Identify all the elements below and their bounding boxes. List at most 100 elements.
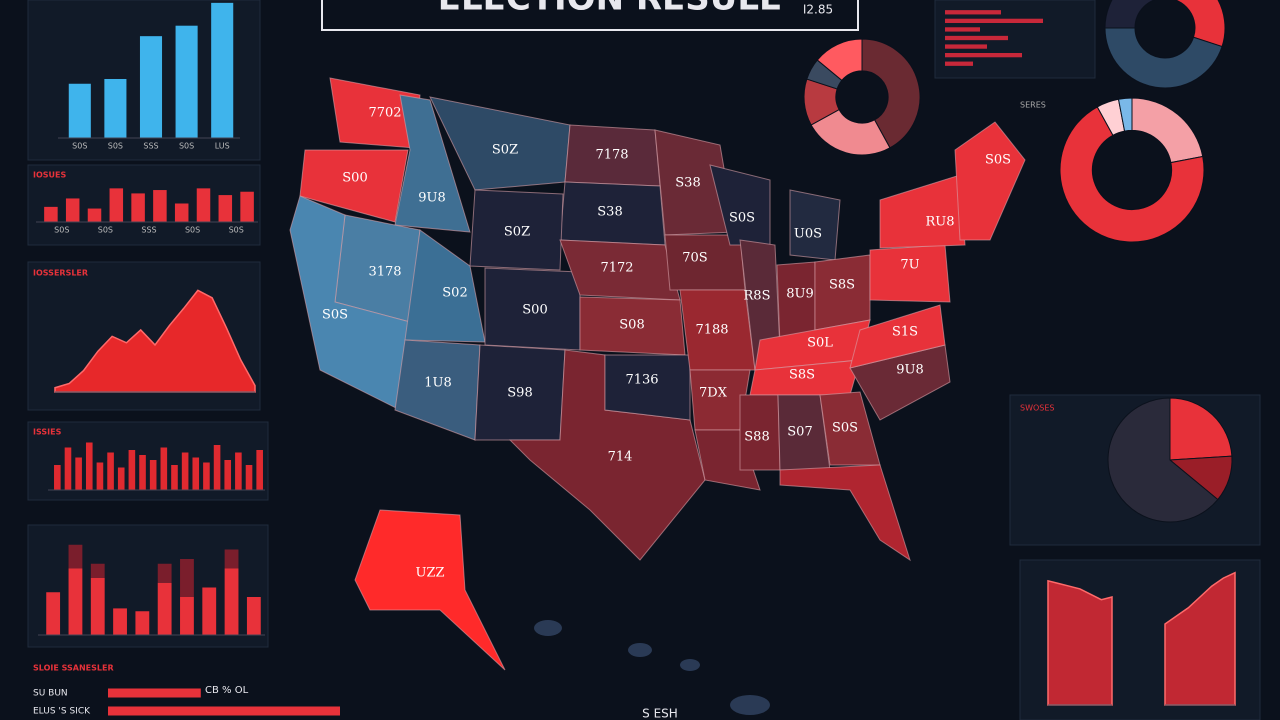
chart-title: IOSSERSLER [33,269,88,278]
side-label: SWOSES [1020,404,1055,413]
bar [945,27,980,32]
bar [211,2,234,138]
state [354,509,506,671]
bar-segment [90,578,105,635]
state-label: S98 [507,386,532,401]
state-label: S38 [675,176,700,191]
bar [945,10,1001,15]
bar [139,36,163,139]
bar [85,442,93,490]
bar [64,447,72,490]
bar [181,452,189,490]
chart-title: IOSUES [33,171,67,180]
chart-title: SLOIE SSANESLER [33,664,114,673]
bar [224,460,232,490]
state-label: S1S [892,325,918,340]
annotation: CB % OL [205,685,249,696]
panel [27,421,269,501]
x-tick-label: S0S [229,226,244,235]
area [54,289,256,393]
island [730,695,770,715]
state [779,464,911,562]
pie-slice [861,38,921,149]
state-label: S07 [787,425,812,440]
state [869,244,951,303]
bar-segment [180,597,194,635]
bar [75,457,82,490]
state-label: 9U8 [896,363,924,378]
bar [108,688,201,698]
bar [68,83,91,138]
bar [96,462,104,490]
title-box [321,0,859,31]
pie-slice [1174,0,1226,48]
state-label: 8U9 [786,287,814,302]
x-tick-label: S0S [98,226,113,235]
state-label: R8S [744,289,771,304]
island [680,659,700,671]
pie-slice [1169,397,1233,461]
state-label: 70S [682,251,707,266]
state-label: 7U [900,258,919,273]
bar [256,450,263,490]
state [879,174,966,249]
bar [87,208,102,222]
state [814,254,871,331]
chart-title: ISSIES [33,428,62,437]
state [394,94,471,233]
x-tick-label: SSS [141,226,156,235]
bar-segment [46,592,61,635]
state [469,189,564,271]
state-label: S8S [789,368,815,383]
bar [104,78,127,138]
bar [192,457,200,490]
pie-slice [1117,97,1133,132]
x-tick-label: LUS [215,142,230,151]
side-label: SERES [1020,101,1046,110]
area [1164,571,1236,706]
x-tick-label: S0S [185,226,200,235]
bar [153,190,167,222]
bar [44,206,58,222]
us-map: 7702 S00 9U8 S0Z 7178 S38 S0Z 3178 S0S S… [289,77,1026,715]
bar-segment [68,568,83,635]
bar [109,188,124,222]
bar-segment [68,544,83,569]
state-label: 7172 [600,261,633,276]
x-tick-label: S0S [72,142,87,151]
state-label: UZZ [415,566,444,581]
x-tick-label: SSS [143,142,158,151]
bar [203,462,210,490]
bar [128,450,136,490]
state-label: S0Z [492,143,518,158]
state-label: 7DX [699,386,728,401]
bar [945,53,1022,58]
island [534,620,562,636]
state [789,189,841,261]
bar [240,191,254,222]
state-label: S00 [522,303,547,318]
state-label: S08 [619,318,644,333]
bar [54,465,61,490]
bar-segment [157,582,172,635]
state-label: RU8 [925,215,954,230]
state-label: 3178 [368,265,401,280]
bar [174,203,189,222]
bar [945,44,987,49]
title: ELECTION RESULE [438,0,783,19]
bar [149,460,157,490]
bar-segment [157,563,172,583]
bar-segment [246,597,261,635]
bar [117,467,125,490]
state-label: S02 [442,286,467,301]
state-label: S0S [832,421,858,436]
bar [218,195,233,222]
state-label: 1U8 [424,376,452,391]
y-tick-label: ELUS 'S SICK [33,707,91,717]
x-tick-label: S0S [54,226,69,235]
pie-slice [1104,0,1156,29]
bar [131,193,145,222]
state-label: S00 [342,171,367,186]
bar [945,61,973,66]
bar-segment [224,549,239,569]
